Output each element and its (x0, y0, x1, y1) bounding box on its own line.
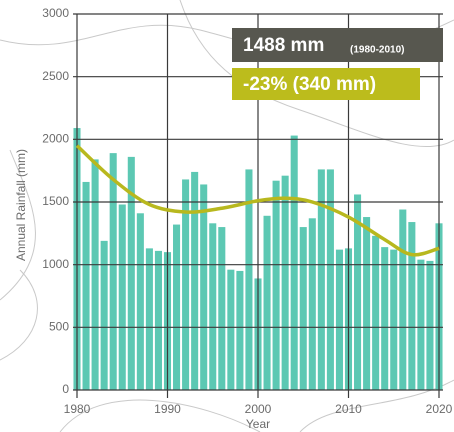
annotation-box (232, 28, 443, 62)
bar (290, 135, 298, 390)
annotation-text: -23% (340 mm) (243, 74, 376, 95)
bar (308, 218, 316, 390)
y-tick-label: 2500 (42, 69, 69, 83)
bar (136, 213, 144, 390)
bar (209, 223, 217, 390)
bar (326, 169, 334, 390)
bar (299, 227, 307, 390)
x-tick-label: 1990 (154, 402, 181, 416)
bar (354, 194, 362, 390)
bar (218, 227, 226, 390)
bar (363, 217, 371, 390)
bar (245, 169, 253, 390)
bar (91, 159, 99, 390)
trend-line (75, 144, 440, 257)
y-tick-label: 0 (62, 382, 69, 396)
x-tick-label: 2010 (335, 402, 362, 416)
bar (335, 249, 343, 390)
annotation-subtext: (1980-2010) (350, 45, 404, 56)
x-axis-label: Year (246, 417, 270, 431)
y-tick-label: 2000 (42, 132, 69, 146)
bar (417, 259, 425, 390)
bar (227, 269, 235, 390)
y-tick-label: 500 (49, 320, 69, 334)
bar (381, 247, 389, 390)
bar (408, 222, 416, 390)
bar (118, 204, 126, 390)
x-tick-label: 1980 (64, 402, 91, 416)
y-tick-label: 1000 (42, 257, 69, 271)
y-tick-label: 1500 (42, 194, 69, 208)
bar (281, 175, 289, 390)
bar (109, 153, 117, 390)
bar (236, 270, 244, 390)
bar (145, 248, 153, 390)
y-axis-label: Annual Rainfall (mm) (14, 149, 28, 261)
bar (82, 181, 90, 390)
bar (200, 184, 208, 390)
x-tick-label: 2000 (245, 402, 272, 416)
y-tick-label: 3000 (42, 6, 69, 20)
x-tick-label: 2020 (426, 402, 453, 416)
bar (272, 180, 280, 390)
annotation-text: 1488 mm (243, 35, 324, 56)
bar (390, 249, 398, 390)
bar (372, 235, 380, 390)
bar (191, 171, 199, 390)
bar (263, 215, 271, 390)
bar (182, 179, 190, 390)
bar (173, 224, 181, 390)
bar (426, 260, 434, 390)
bar (127, 156, 135, 390)
bar (317, 169, 325, 390)
bar (100, 240, 108, 390)
annotation-box (232, 68, 420, 100)
bar (154, 250, 162, 390)
bar (399, 209, 407, 390)
